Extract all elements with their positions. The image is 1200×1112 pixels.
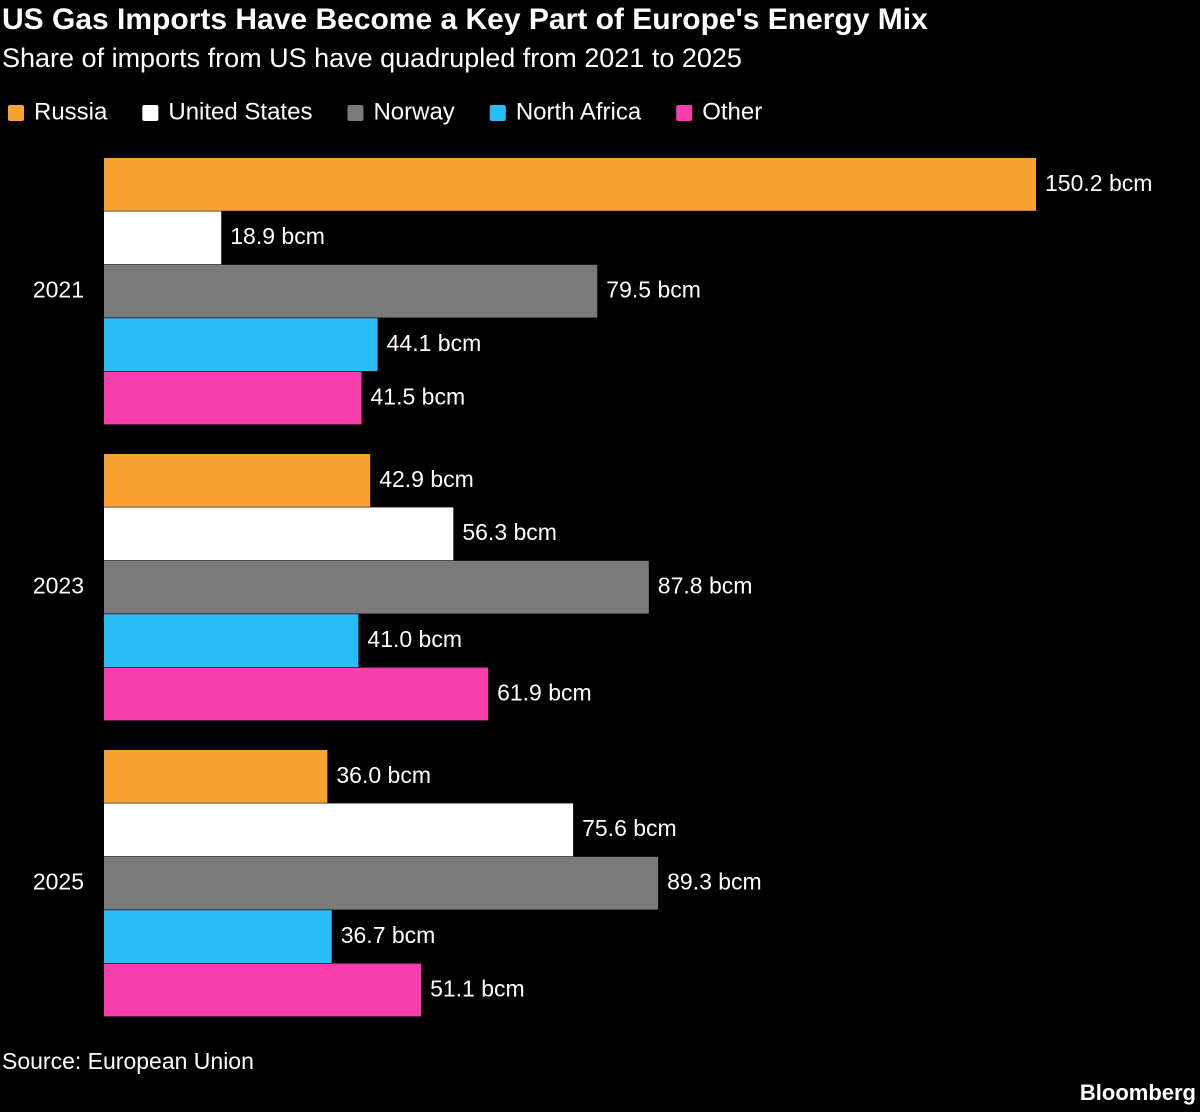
bar [104,667,489,721]
bar [104,371,362,425]
value-label: 75.6 bcm [582,815,677,841]
source: Source: European Union [2,1048,254,1074]
legend-label: North Africa [516,98,642,125]
bar [104,910,332,963]
value-label: 42.9 bcm [379,466,474,492]
legend-swatch [8,105,24,121]
value-label: 41.0 bcm [367,626,462,652]
value-label: 61.9 bcm [497,679,592,705]
bar [104,318,378,371]
value-label: 56.3 bcm [462,519,557,545]
value-label: 51.1 bcm [430,975,525,1001]
bar [104,750,328,803]
bar [104,264,598,318]
y-tick-label: 2021 [33,277,84,303]
legend-swatch [142,105,159,121]
bar [104,803,574,857]
legend-swatch [489,105,506,121]
value-label: 79.5 bcm [606,277,701,303]
bar [104,158,1036,211]
legend-label: Russia [34,98,108,125]
legend-swatch [347,105,364,121]
bar [104,211,222,265]
legend-label: United States [168,98,312,125]
bar [104,963,422,1017]
legend-label: Norway [373,98,454,125]
chart-title: US Gas Imports Have Become a Key Part of… [2,3,928,36]
value-label: 41.5 bcm [371,383,466,409]
value-label: 44.1 bcm [387,330,482,356]
bar [104,560,649,614]
value-label: 36.7 bcm [341,922,436,948]
y-tick-label: 2025 [33,869,84,895]
value-label: 150.2 bcm [1045,170,1152,196]
value-label: 36.0 bcm [336,762,431,788]
bar [104,454,371,507]
bar [104,614,359,667]
bar [104,856,659,910]
legend-label: Other [702,98,762,125]
value-label: 89.3 bcm [667,869,762,895]
bar [104,507,454,561]
credit: Bloomberg [1080,1080,1196,1105]
legend-swatch [676,105,693,121]
chart-subtitle: Share of imports from US have quadrupled… [2,43,742,73]
value-label: 87.8 bcm [658,573,753,599]
value-label: 18.9 bcm [230,223,325,249]
y-tick-label: 2023 [33,573,84,599]
